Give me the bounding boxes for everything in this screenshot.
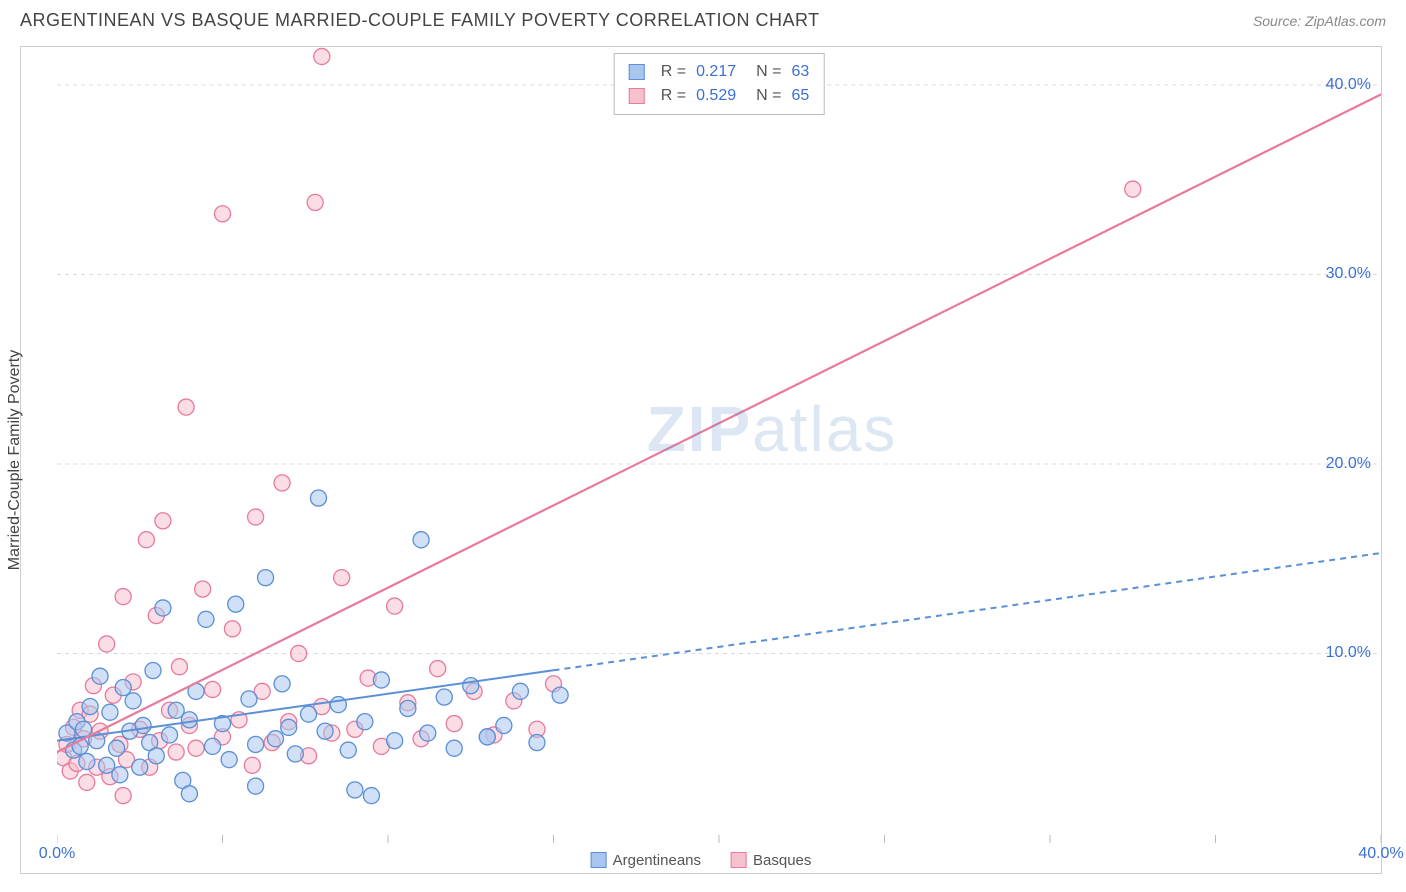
scatter-point <box>92 668 108 684</box>
scatter-point <box>400 700 416 716</box>
scatter-point <box>258 570 274 586</box>
scatter-point <box>188 740 204 756</box>
scatter-point <box>115 680 131 696</box>
scatter-point <box>248 509 264 525</box>
scatter-point <box>138 532 154 548</box>
stats-row: R = 0.217N = 63 <box>629 60 810 84</box>
chart-container: Married-Couple Family Poverty ZIPatlas R… <box>20 46 1382 874</box>
scatter-point <box>479 729 495 745</box>
scatter-point <box>241 691 257 707</box>
scatter-point <box>195 581 211 597</box>
scatter-point <box>155 600 171 616</box>
scatter-point <box>1125 181 1141 197</box>
scatter-point <box>115 788 131 804</box>
scatter-point <box>314 48 330 64</box>
legend-item-basques: Basques <box>731 852 811 869</box>
scatter-point <box>373 672 389 688</box>
scatter-point <box>274 676 290 692</box>
scatter-point <box>446 716 462 732</box>
scatter-point <box>248 778 264 794</box>
stats-legend: R = 0.217N = 63R = 0.529N = 65 <box>614 53 825 115</box>
scatter-point <box>171 659 187 675</box>
scatter-point <box>214 206 230 222</box>
scatter-point <box>387 733 403 749</box>
scatter-point <box>162 727 178 743</box>
scatter-point <box>248 736 264 752</box>
scatter-point <box>205 738 221 754</box>
scatter-point <box>198 611 214 627</box>
y-tick-label: 40.0% <box>1326 76 1371 94</box>
scatter-point <box>347 782 363 798</box>
scatter-point <box>357 714 373 730</box>
scatter-point <box>99 636 115 652</box>
scatter-point <box>301 706 317 722</box>
scatter-point <box>132 759 148 775</box>
scatter-point <box>287 746 303 762</box>
scatter-point <box>291 645 307 661</box>
scatter-point <box>178 399 194 415</box>
scatter-point <box>115 589 131 605</box>
scatter-point <box>181 712 197 728</box>
stats-row: R = 0.529N = 65 <box>629 84 810 108</box>
scatter-point <box>181 786 197 802</box>
y-tick-label: 10.0% <box>1326 644 1371 662</box>
scatter-point <box>79 774 95 790</box>
scatter-point <box>274 475 290 491</box>
scatter-point <box>363 788 379 804</box>
scatter-point <box>135 717 151 733</box>
scatter-point <box>155 513 171 529</box>
scatter-point <box>281 719 297 735</box>
scatter-point <box>205 681 221 697</box>
scatter-point <box>228 596 244 612</box>
scatter-point <box>446 740 462 756</box>
scatter-point <box>496 717 512 733</box>
plot-area: ZIPatlas R = 0.217N = 63R = 0.529N = 65 … <box>57 47 1381 843</box>
y-tick-label: 20.0% <box>1326 455 1371 473</box>
scatter-point <box>307 194 323 210</box>
chart-title: ARGENTINEAN VS BASQUE MARRIED-COUPLE FAM… <box>20 10 820 31</box>
y-tick-label: 30.0% <box>1326 265 1371 283</box>
scatter-point <box>552 687 568 703</box>
scatter-point <box>387 598 403 614</box>
scatter-point <box>317 723 333 739</box>
scatter-point <box>145 662 161 678</box>
scatter-point <box>79 753 95 769</box>
legend-item-argentineans: Argentineans <box>591 852 701 869</box>
scatter-point <box>125 693 141 709</box>
x-tick-label: 40.0% <box>1358 845 1403 863</box>
scatter-point <box>436 689 452 705</box>
scatter-point <box>102 704 118 720</box>
scatter-point <box>413 532 429 548</box>
scatter-point <box>82 698 98 714</box>
scatter-point <box>430 661 446 677</box>
scatter-point <box>109 740 125 756</box>
scatter-point <box>310 490 326 506</box>
legend-bottom: Argentineans Basques <box>591 852 812 869</box>
scatter-point <box>512 683 528 699</box>
scatter-point <box>221 752 237 768</box>
y-axis-label: Married-Couple Family Poverty <box>6 350 24 571</box>
scatter-point <box>112 767 128 783</box>
scatter-point <box>529 734 545 750</box>
scatter-point <box>244 757 260 773</box>
source-label: Source: ZipAtlas.com <box>1253 13 1386 29</box>
scatter-point <box>420 725 436 741</box>
scatter-point <box>340 742 356 758</box>
scatter-point <box>463 678 479 694</box>
scatter-point <box>334 570 350 586</box>
scatter-point <box>148 748 164 764</box>
x-tick-label: 0.0% <box>39 845 75 863</box>
scatter-point <box>267 731 283 747</box>
scatter-point <box>224 621 240 637</box>
scatter-point <box>168 744 184 760</box>
